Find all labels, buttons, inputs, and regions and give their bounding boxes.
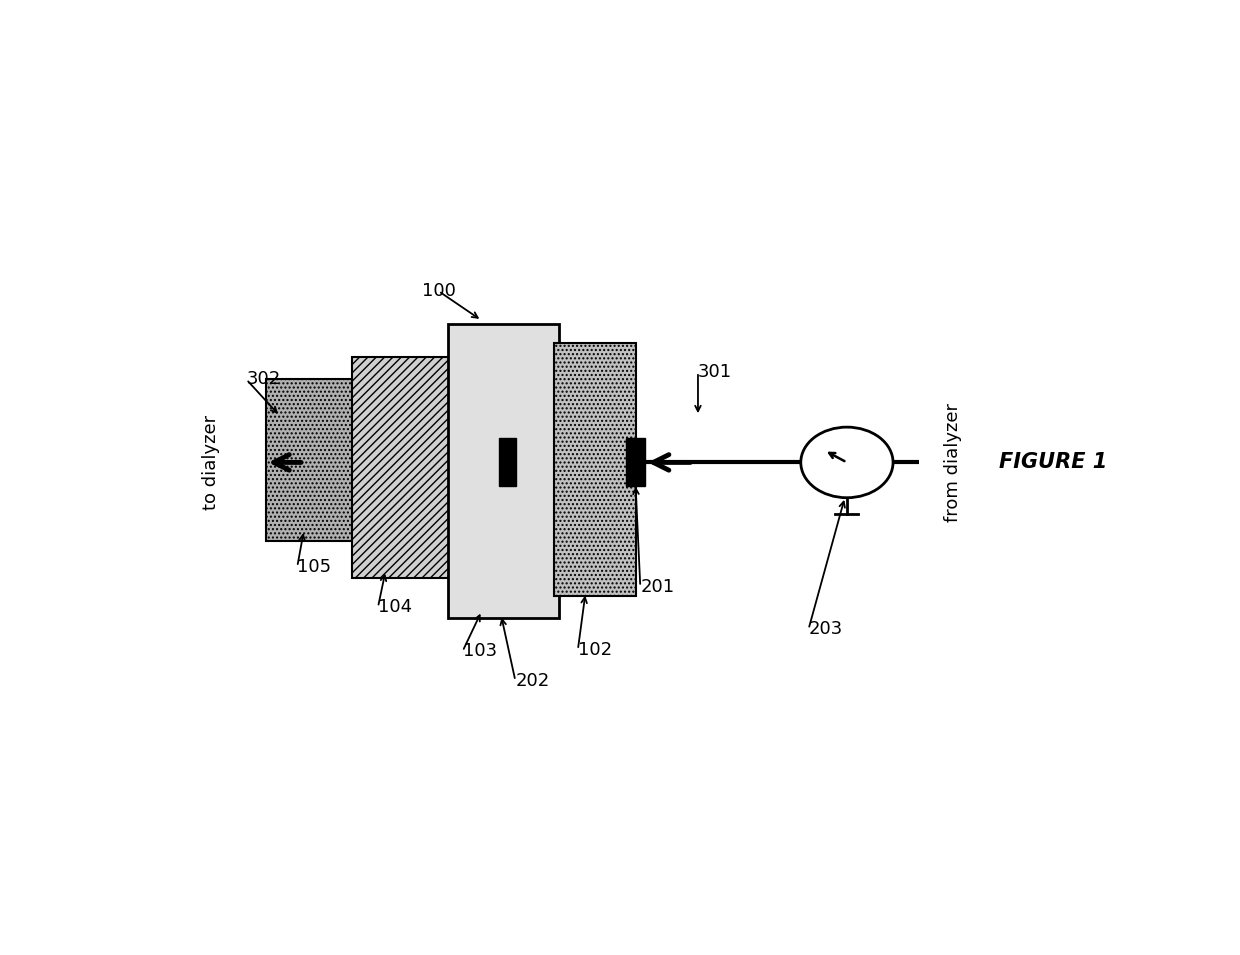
Text: 301: 301 [698, 363, 732, 381]
Text: 202: 202 [516, 671, 549, 690]
Text: 100: 100 [422, 282, 455, 300]
Text: to dialyzer: to dialyzer [202, 414, 219, 510]
Text: FIGURE 1: FIGURE 1 [999, 453, 1107, 473]
Text: 104: 104 [378, 598, 412, 616]
Text: 103: 103 [463, 643, 497, 661]
Text: 302: 302 [247, 371, 280, 389]
Text: 201: 201 [640, 578, 675, 596]
Bar [498, 438, 516, 486]
Text: from dialyzer: from dialyzer [944, 403, 962, 522]
Text: 102: 102 [578, 641, 613, 659]
Text: 203: 203 [808, 621, 843, 638]
Circle shape [801, 427, 893, 498]
Bar [554, 343, 636, 596]
Text: 105: 105 [298, 558, 331, 576]
Bar [626, 438, 645, 486]
Bar [448, 324, 558, 618]
Bar [265, 379, 357, 541]
Bar [352, 357, 453, 578]
